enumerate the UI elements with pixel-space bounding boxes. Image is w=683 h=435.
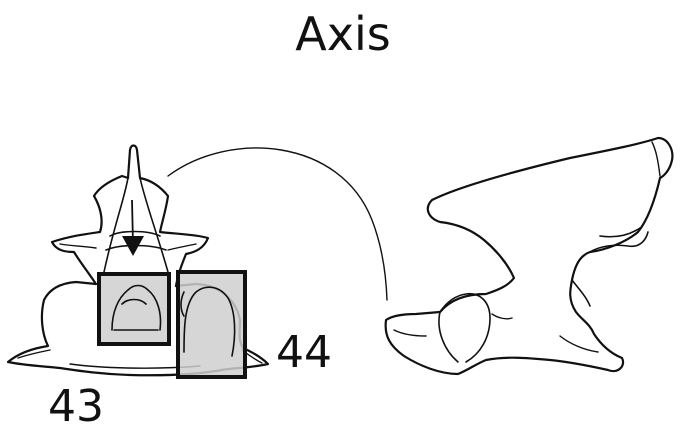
lateral-lamina-detail bbox=[571, 227, 649, 307]
lateral-lower-detail bbox=[393, 329, 599, 353]
highlight-box-44 bbox=[176, 270, 247, 379]
vertebra-lateral-view bbox=[384, 136, 674, 376]
arrow-down-icon bbox=[122, 199, 144, 256]
lateral-outline bbox=[384, 136, 674, 376]
transverse-process-left-detail bbox=[17, 243, 97, 359]
label-43: 43 bbox=[48, 381, 104, 432]
label-44: 44 bbox=[276, 327, 332, 378]
lateral-spine-detail bbox=[491, 141, 661, 320]
connector-curve bbox=[167, 147, 388, 301]
neural-canal-lines bbox=[103, 177, 169, 273]
neural-arch-front bbox=[50, 144, 210, 288]
lateral-articular-facet bbox=[438, 293, 491, 363]
highlight-box-43 bbox=[97, 272, 171, 346]
diagram-title: Axis bbox=[295, 7, 390, 61]
